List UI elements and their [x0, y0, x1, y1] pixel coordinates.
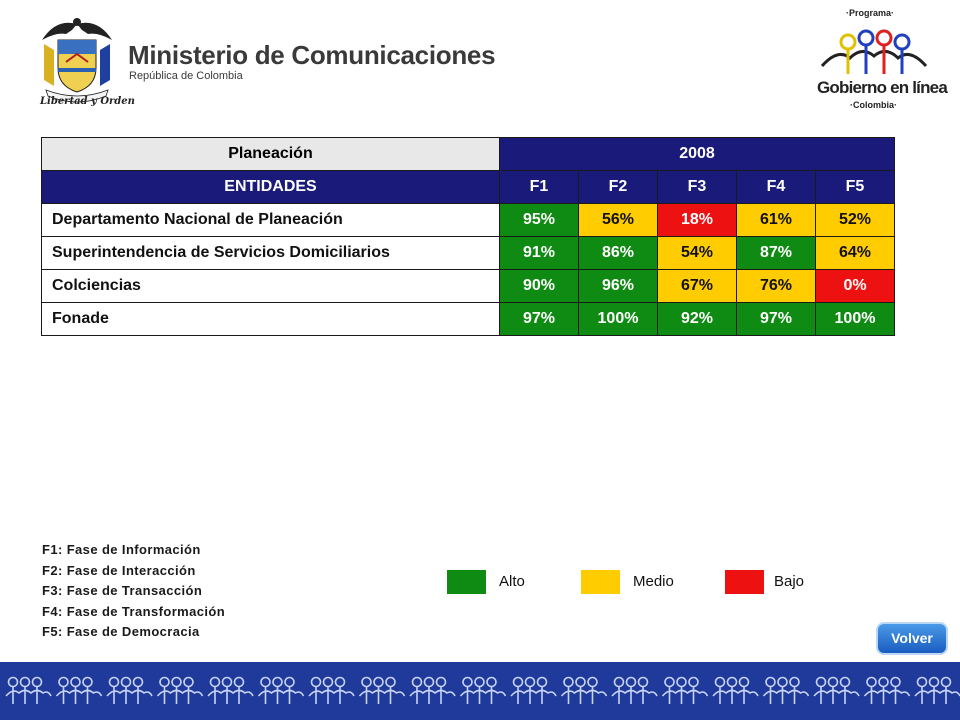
legend-swatch-bajo [725, 570, 764, 594]
ministry-subtitle: República de Colombia [129, 70, 243, 82]
ministry-title: Ministerio de Comunicaciones [128, 40, 496, 70]
results-table: Planeación 2008 ENTIDADES F1 F2 F3 F4 F5… [41, 137, 895, 336]
score-cell: 91% [499, 236, 579, 270]
table-year: 2008 [499, 137, 895, 171]
entities-header: ENTIDADES [41, 170, 500, 204]
people-pattern-icon [5, 676, 960, 704]
phase-header: F2 [578, 170, 658, 204]
entity-name: Fonade [41, 302, 500, 336]
note-line: F2: Fase de Interacción [42, 562, 196, 578]
score-cell: 86% [578, 236, 658, 270]
legend-swatch-alto [447, 570, 486, 594]
score-cell: 95% [499, 203, 579, 237]
score-cell: 90% [499, 269, 579, 303]
shield-motto: Libertad y Orden [40, 96, 135, 107]
score-cell: 87% [736, 236, 816, 270]
score-cell: 100% [578, 302, 658, 336]
gel-programa-label: ·Programa· [846, 8, 895, 18]
score-cell: 76% [736, 269, 816, 303]
score-cell: 97% [736, 302, 816, 336]
score-cell: 56% [578, 203, 658, 237]
legend-label-medio: Medio [633, 573, 674, 590]
gel-colombia-label: ·Colombia· [850, 100, 897, 110]
ministry-logo: Libertad y Orden Ministerio de Comunicac… [36, 10, 496, 110]
coat-of-arms-icon [42, 18, 112, 103]
entity-name: Departamento Nacional de Planeación [41, 203, 500, 237]
phase-notes: F1: Fase de Información F2: Fase de Inte… [42, 540, 225, 643]
score-cell: 18% [657, 203, 737, 237]
note-line: F3: Fase de Transacción [42, 583, 203, 598]
legend-swatch-medio [581, 570, 620, 594]
gel-title: Gobierno en línea [817, 78, 948, 97]
score-cell: 100% [815, 302, 895, 336]
score-cell: 67% [657, 269, 737, 303]
score-cell: 96% [578, 269, 658, 303]
entity-name: Colciencias [41, 269, 500, 303]
score-cell: 0% [815, 269, 895, 303]
phase-header: F5 [815, 170, 895, 204]
phase-header: F1 [499, 170, 579, 204]
score-cell: 61% [736, 203, 816, 237]
gobierno-en-linea-logo: ·Programa· Gobierno en línea ·Colombia· [814, 8, 948, 113]
table-row: Superintendencia de Servicios Domiciliar… [41, 236, 895, 270]
table-row: Fonade 97% 100% 92% 97% 100% [41, 302, 895, 336]
table-title: Planeación [41, 137, 500, 171]
entity-name: Superintendencia de Servicios Domiciliar… [41, 236, 500, 270]
score-cell: 97% [499, 302, 579, 336]
table-header-row: ENTIDADES F1 F2 F3 F4 F5 [41, 170, 895, 204]
volver-button[interactable]: Volver [876, 622, 948, 655]
people-icon [820, 29, 928, 74]
score-cell: 92% [657, 302, 737, 336]
score-cell: 54% [657, 236, 737, 270]
table-row: Colciencias 90% 96% 67% 76% 0% [41, 269, 895, 303]
score-cell: 64% [815, 236, 895, 270]
note-line: F4: Fase de Transformación [42, 603, 226, 619]
note-line: F1: Fase de Información [42, 542, 201, 557]
note-line: F5: Fase de Democracia [42, 624, 200, 639]
score-cell: 52% [815, 203, 895, 237]
footer-band [0, 662, 960, 720]
table-title-row: Planeación 2008 [41, 137, 895, 171]
legend-label-alto: Alto [499, 573, 525, 590]
table-row: Departamento Nacional de Planeación 95% … [41, 203, 895, 237]
phase-header: F3 [657, 170, 737, 204]
phase-header: F4 [736, 170, 816, 204]
legend-label-bajo: Bajo [774, 573, 805, 590]
